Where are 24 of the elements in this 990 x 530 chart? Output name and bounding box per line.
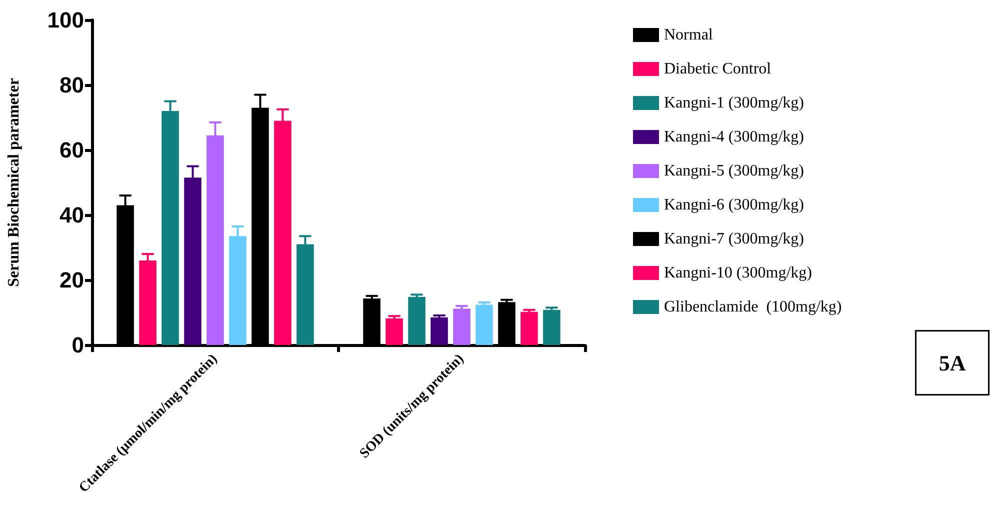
y-tick-label: 40	[60, 202, 84, 228]
legend-label: Kangni-4 (300mg/kg)	[664, 128, 804, 146]
y-tick-label: 100	[47, 8, 84, 32]
legend-label: Normal	[664, 26, 714, 44]
legend-label: Kangni-5 (300mg/kg)	[664, 162, 804, 180]
text: 5A	[938, 350, 966, 376]
bar	[476, 304, 493, 345]
legend-label: Diabetic Control	[664, 60, 772, 78]
bar	[430, 317, 448, 345]
legend-label: Glibenclamide (100mg/kg)	[664, 298, 842, 316]
bar	[453, 308, 470, 345]
y-tick-label: 80	[60, 72, 84, 98]
bar	[386, 318, 403, 345]
y-tick-label: 60	[60, 138, 84, 162]
bar	[408, 296, 426, 345]
bar	[543, 310, 560, 345]
y-axis-title: Serum Biochemical parameter	[6, 78, 22, 287]
y-tick-label: 20	[60, 268, 84, 292]
legend-label: Kangni-1 (300mg/kg)	[664, 94, 804, 112]
legend-label: Kangni-10 (300mg/kg)	[664, 264, 812, 282]
legend-label: Kangni-7 (300mg/kg)	[664, 230, 804, 248]
legend-label: Kangni-6 (300mg/kg)	[664, 196, 804, 214]
bar	[520, 312, 538, 345]
y-tick-label: 0	[72, 332, 84, 358]
